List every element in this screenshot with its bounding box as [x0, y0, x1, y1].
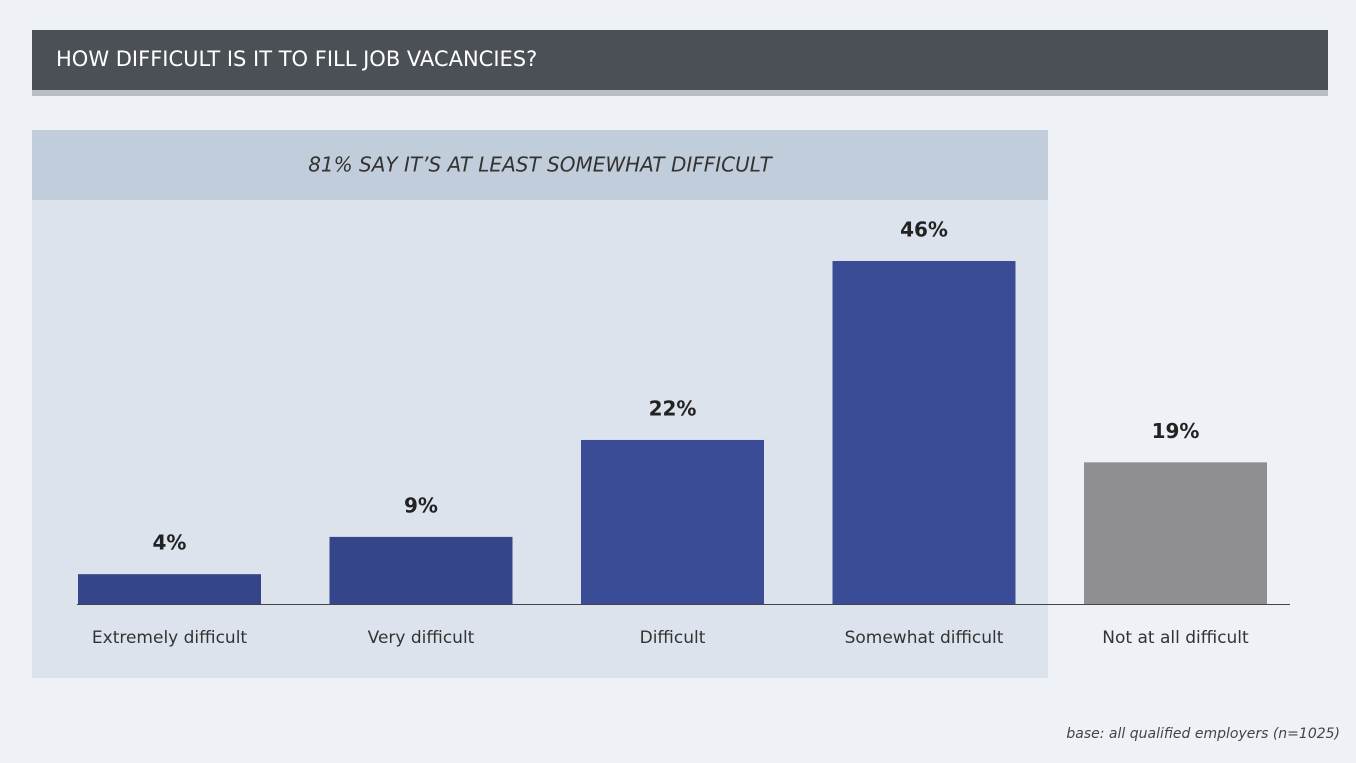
bar	[1084, 462, 1267, 604]
value-label: 46%	[900, 218, 948, 242]
value-label: 4%	[153, 531, 187, 555]
chart-title: HOW DIFFICULT IS IT TO FILL JOB VACANCIE…	[56, 47, 537, 71]
value-label: 22%	[649, 396, 697, 420]
x-tick-label: Extremely difficult	[92, 628, 248, 648]
header-bar	[32, 30, 1328, 90]
bar	[581, 439, 764, 604]
annotation: 81% SAY IT’S AT LEAST SOMEWHAT DIFFICULT	[308, 153, 773, 177]
bar	[78, 574, 261, 604]
x-tick-label: Not at all difficult	[1102, 628, 1249, 648]
value-label: 19%	[1152, 419, 1200, 443]
x-tick-label: Very difficult	[368, 628, 475, 648]
bar	[329, 536, 513, 604]
x-tick-label: Difficult	[640, 628, 706, 648]
value-label: 9%	[404, 493, 438, 517]
bar	[832, 261, 1016, 604]
annotation-strip	[32, 130, 1048, 200]
x-tick-label: Somewhat difficult	[845, 628, 1004, 648]
footnote: base: all qualified employers (n=1025)	[1066, 726, 1340, 742]
